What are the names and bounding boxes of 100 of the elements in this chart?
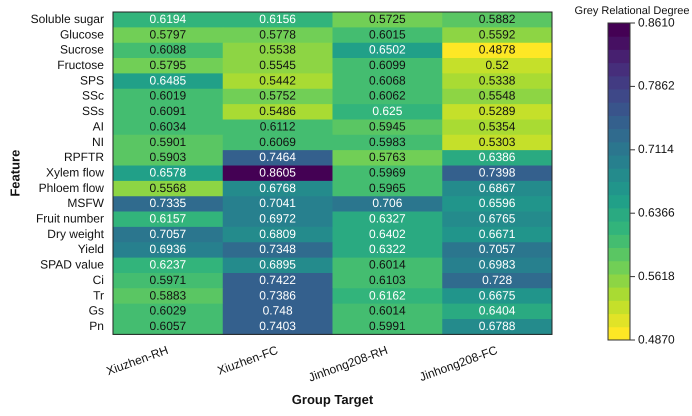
data-label: 0.5778 xyxy=(259,27,296,42)
data-label: 0.5965 xyxy=(369,180,406,195)
data-label: 0.6327 xyxy=(369,212,406,226)
data-label: 0.5945 xyxy=(369,119,406,134)
data-label: 0.5795 xyxy=(150,58,187,72)
data-label: 0.625 xyxy=(372,104,403,118)
data-label: 0.6015 xyxy=(369,27,406,42)
data-label: 0.6057 xyxy=(150,318,187,333)
data-label: 0.7057 xyxy=(478,242,516,256)
y-tick-label: SPS xyxy=(80,73,104,88)
data-label: 0.6088 xyxy=(150,42,187,57)
data-label: 0.5538 xyxy=(259,42,296,57)
data-label: 0.6029 xyxy=(150,304,187,318)
y-tick-label: Gs xyxy=(88,304,104,318)
data-label: 0.6578 xyxy=(150,165,187,180)
color-bar-label: 0.7114 xyxy=(638,142,674,156)
x-axis-title: Group Target xyxy=(292,392,374,407)
data-label: 0.5752 xyxy=(259,88,296,103)
data-label: 0.5289 xyxy=(478,104,516,118)
data-label: 0.5548 xyxy=(478,88,516,103)
data-label: 0.5991 xyxy=(369,318,406,333)
data-label: 0.748 xyxy=(262,304,293,318)
y-tick-label: SSc xyxy=(82,88,104,103)
data-label: 0.7041 xyxy=(259,196,296,210)
y-tick-label: Tr xyxy=(93,288,104,302)
y-tick-label: Glucose xyxy=(60,27,104,42)
color-bar-title: Grey Relational Degree xyxy=(574,5,690,17)
data-label: 0.5486 xyxy=(259,104,296,118)
data-label: 0.6162 xyxy=(369,288,406,302)
data-label: 0.6404 xyxy=(478,304,516,318)
data-label: 0.6034 xyxy=(150,119,187,134)
data-label: 0.5797 xyxy=(150,27,187,42)
data-label: 0.7464 xyxy=(259,150,296,164)
data-label: 0.5901 xyxy=(150,134,187,149)
data-label: 0.5882 xyxy=(478,12,516,26)
data-label: 0.728 xyxy=(482,272,512,287)
data-label: 0.6194 xyxy=(150,12,187,26)
data-label: 0.6069 xyxy=(259,134,296,149)
y-tick-label: Sucrose xyxy=(60,42,104,57)
data-label: 0.6014 xyxy=(369,258,406,272)
data-label: 0.7057 xyxy=(150,226,187,241)
data-label: 0.7386 xyxy=(259,288,296,302)
data-label: 0.6386 xyxy=(478,150,516,164)
data-label: 0.8605 xyxy=(259,165,296,180)
y-tick-label: MSFW xyxy=(67,196,105,210)
y-tick-label: Phloem flow xyxy=(38,180,104,195)
data-label: 0.6068 xyxy=(369,73,406,88)
color-bar-label: 0.4870 xyxy=(638,332,676,346)
y-tick-label: SPAD value xyxy=(40,258,104,272)
data-label: 0.6809 xyxy=(259,226,296,241)
data-label: 0.6765 xyxy=(478,212,516,226)
data-label: 0.5725 xyxy=(369,12,406,26)
data-label: 0.6867 xyxy=(478,180,516,195)
data-label: 0.6322 xyxy=(369,242,406,256)
data-label: 0.6675 xyxy=(478,288,516,302)
y-tick-label: Soluble sugar xyxy=(30,12,104,26)
y-tick-label: NI xyxy=(92,134,104,149)
data-label: 0.6014 xyxy=(369,304,406,318)
y-tick-label: Dry weight xyxy=(47,226,105,241)
color-bar-label: 0.7862 xyxy=(638,78,676,93)
data-label: 0.5442 xyxy=(259,73,296,88)
data-label: 0.6156 xyxy=(259,12,296,26)
data-label: 0.6485 xyxy=(150,73,187,88)
y-tick-label: Fructose xyxy=(57,58,104,72)
data-label: 0.7398 xyxy=(478,165,516,180)
data-label: 0.6091 xyxy=(150,104,187,118)
data-label: 0.5545 xyxy=(259,58,296,72)
data-label: 0.6895 xyxy=(259,258,296,272)
data-label: 0.7348 xyxy=(259,242,296,256)
data-label: 0.6502 xyxy=(369,42,406,57)
y-tick-label: AI xyxy=(92,119,104,134)
data-label: 0.5969 xyxy=(369,165,406,180)
y-tick-label: SSs xyxy=(82,104,104,118)
data-label: 0.5883 xyxy=(150,288,187,302)
data-label: 0.6788 xyxy=(478,318,516,333)
data-label: 0.7422 xyxy=(259,272,296,287)
data-label: 0.5983 xyxy=(369,134,406,149)
data-label: 0.5592 xyxy=(478,27,516,42)
y-tick-label: Pn xyxy=(89,318,104,333)
y-tick-label: Xylem flow xyxy=(46,165,104,180)
y-tick-label: Yield xyxy=(78,242,104,256)
data-label: 0.6768 xyxy=(259,180,296,195)
data-label: 0.6972 xyxy=(259,212,296,226)
data-label: 0.6237 xyxy=(150,258,187,272)
data-label: 0.5303 xyxy=(478,134,516,149)
y-tick-label: Fruit number xyxy=(36,212,104,226)
data-label: 0.706 xyxy=(372,196,403,210)
data-label: 0.6099 xyxy=(369,58,406,72)
data-label: 0.6983 xyxy=(478,258,516,272)
data-label: 0.5971 xyxy=(150,272,187,287)
data-label: 0.5568 xyxy=(150,180,187,195)
data-label: 0.6936 xyxy=(150,242,187,256)
data-label: 0.4878 xyxy=(478,42,516,57)
data-label: 0.6112 xyxy=(260,119,296,134)
y-axis-title: Feature xyxy=(7,150,22,197)
data-label: 0.6402 xyxy=(369,226,406,241)
data-label: 0.5338 xyxy=(478,73,516,88)
color-bar-label: 0.6366 xyxy=(638,206,676,220)
y-tick-label: Ci xyxy=(92,272,104,287)
data-label: 0.7403 xyxy=(259,318,296,333)
